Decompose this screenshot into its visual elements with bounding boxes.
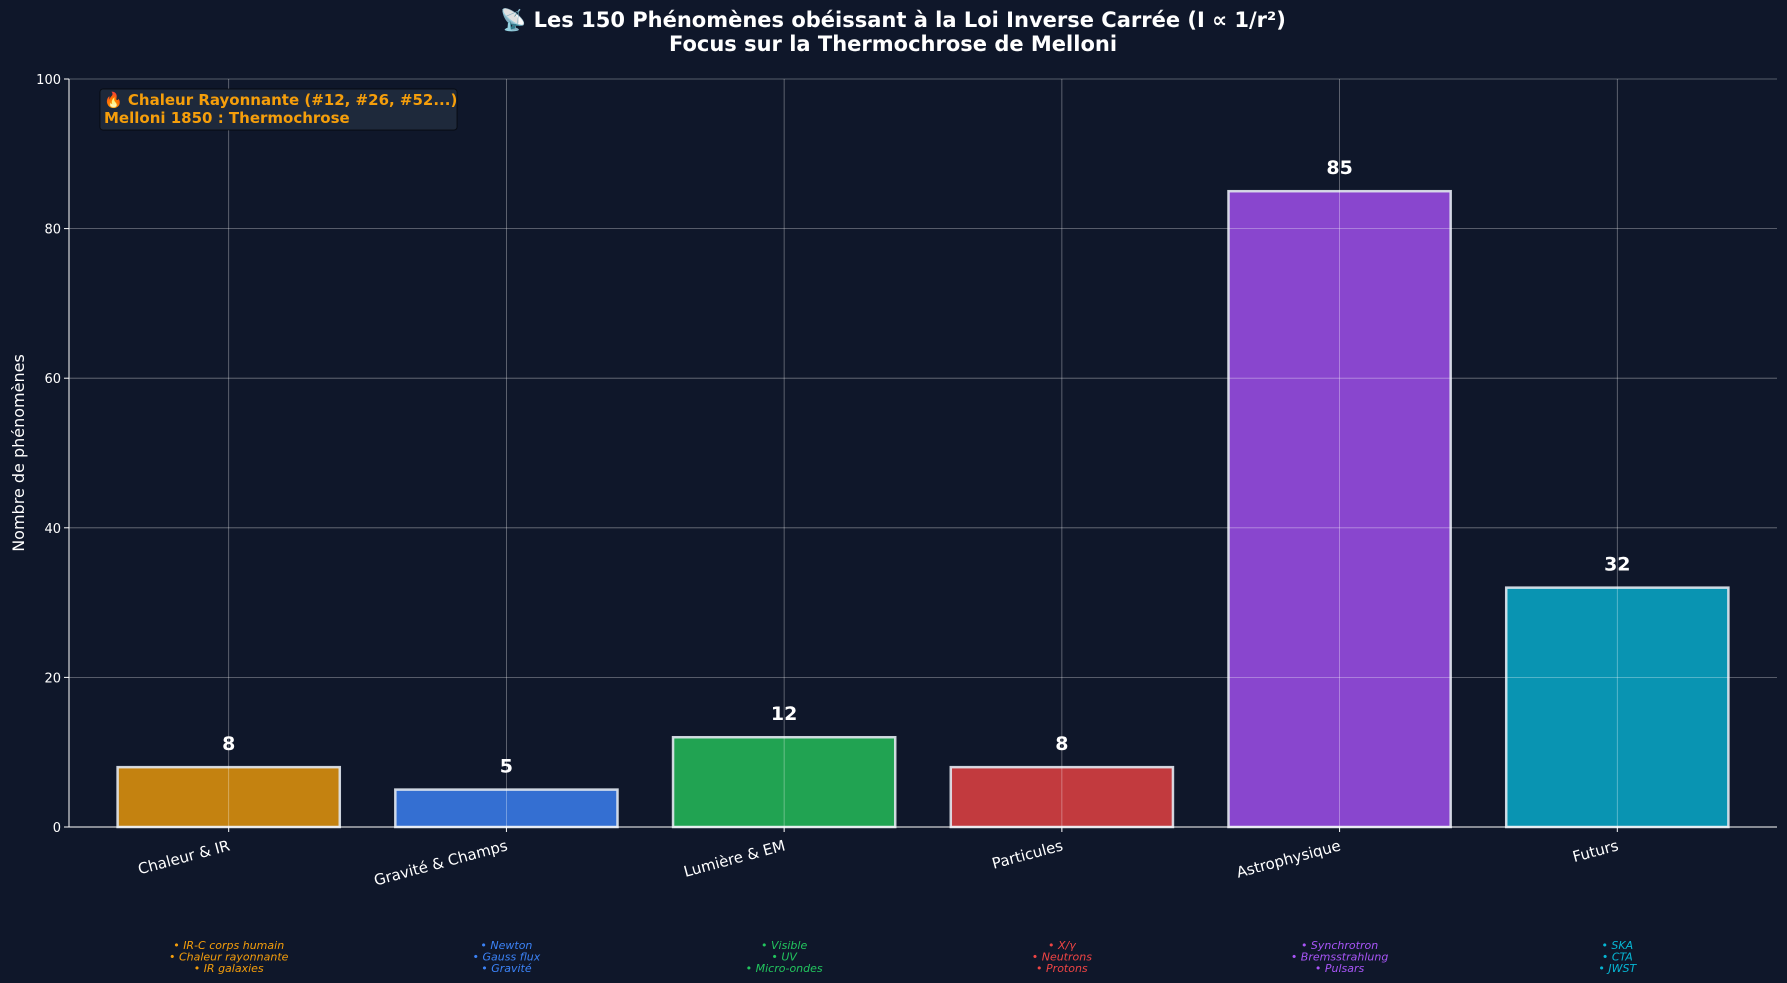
value-label-2: 12 bbox=[771, 703, 797, 725]
chart-subtitle: Focus sur la Thermochrose de Melloni bbox=[669, 32, 1117, 56]
annotation-box: 🔥 Chaleur Rayonnante (#12, #26, #52...) … bbox=[99, 88, 458, 131]
value-label-5: 32 bbox=[1604, 554, 1630, 576]
bar-3 bbox=[949, 765, 1175, 829]
chart-title: 📡 Les 150 Phénomènes obéissant à la Loi … bbox=[500, 6, 1286, 32]
bar-5 bbox=[1504, 586, 1730, 829]
y-tick-label-2: 40 bbox=[44, 522, 61, 537]
example-label-1-0: • Newton bbox=[480, 939, 532, 952]
example-label-2-2: • Micro-ondes bbox=[746, 962, 823, 975]
example-label-5-0: • SKA bbox=[1601, 939, 1633, 952]
value-label-0: 8 bbox=[222, 733, 235, 755]
example-label-4-0: • Synchrotron bbox=[1301, 939, 1378, 952]
y-axis-label: Nombre de phénomènes bbox=[9, 354, 28, 552]
example-label-3-1: • Neutrons bbox=[1032, 951, 1092, 964]
y-tick-label-3: 60 bbox=[44, 372, 61, 387]
example-label-4-1: • Bremsstrahlung bbox=[1291, 951, 1389, 964]
y-tick-label-0: 0 bbox=[53, 821, 61, 836]
bar-4 bbox=[1227, 189, 1452, 829]
annotation-line-2: Melloni 1850 : Thermochrose bbox=[104, 109, 350, 127]
y-tick-label-1: 20 bbox=[44, 671, 61, 686]
example-label-1-1: • Gauss flux bbox=[473, 951, 541, 964]
value-label-4: 85 bbox=[1326, 157, 1352, 179]
bar-0 bbox=[116, 765, 342, 829]
example-label-3-0: • X/γ bbox=[1048, 939, 1076, 952]
example-label-3-2: • Protons bbox=[1036, 962, 1088, 975]
example-label-5-2: • JWST bbox=[1598, 962, 1637, 975]
example-label-2-0: • Visible bbox=[761, 939, 807, 952]
example-label-0-2: • IR galaxies bbox=[194, 962, 264, 975]
y-tick-label-4: 80 bbox=[44, 223, 61, 238]
example-label-5-1: • CTA bbox=[1602, 951, 1633, 964]
annotation-background bbox=[99, 88, 458, 131]
value-label-3: 8 bbox=[1055, 733, 1068, 755]
value-label-1: 5 bbox=[500, 756, 513, 778]
annotation-line-1: 🔥 Chaleur Rayonnante (#12, #26, #52...) bbox=[104, 91, 457, 109]
example-label-4-2: • Pulsars bbox=[1315, 962, 1365, 975]
example-label-2-1: • UV bbox=[771, 951, 798, 964]
example-label-0-1: • Chaleur rayonnante bbox=[169, 951, 289, 964]
example-label-1-2: • Gravité bbox=[481, 962, 532, 975]
example-label-0-0: • IR-C corps humain bbox=[173, 939, 284, 952]
bars bbox=[116, 189, 1730, 829]
bar-2 bbox=[671, 735, 897, 829]
y-tick-label-5: 100 bbox=[36, 73, 61, 88]
